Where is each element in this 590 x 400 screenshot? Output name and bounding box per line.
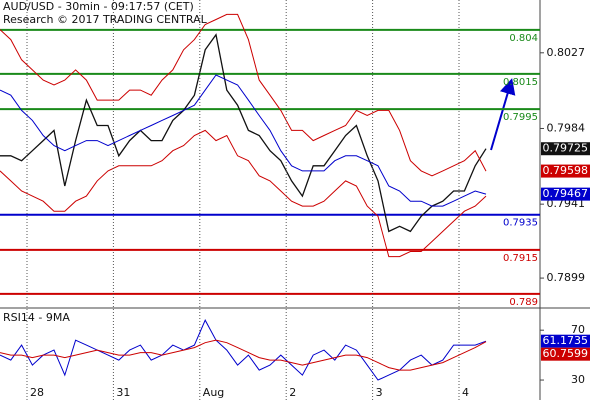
level-label: 0.804 [509, 33, 538, 44]
value-box [541, 334, 590, 348]
rsi-title: RSI14 - 9MA [3, 311, 70, 324]
value-box-label: 0.79467 [543, 187, 589, 200]
y-tick-label: 0.7899 [547, 271, 586, 284]
chart-subtitle: Research © 2017 TRADING CENTRAL [3, 13, 208, 26]
level-label: 0.8015 [503, 77, 538, 88]
level-label: 0.7915 [503, 253, 538, 264]
series-line [0, 33, 487, 233]
x-tick-label: 2 [289, 386, 296, 399]
level-label: 0.7995 [503, 112, 538, 123]
y-tick-label: 0.7984 [547, 121, 586, 134]
value-box [541, 347, 590, 361]
x-tick-label: 28 [30, 386, 44, 399]
series-line [0, 74, 487, 207]
x-tick-label: 31 [116, 386, 130, 399]
value-box-label: 60.7599 [543, 347, 589, 360]
y-tick-label: 30 [571, 373, 585, 386]
x-tick-label: 3 [376, 386, 383, 399]
level-label: 0.789 [509, 297, 538, 308]
series-line [0, 339, 487, 371]
value-box [541, 164, 590, 178]
series-line [0, 13, 487, 177]
x-tick-label: 4 [462, 386, 469, 399]
value-box [541, 142, 590, 156]
value-box-label: 0.79725 [543, 142, 589, 155]
level-label: 0.7935 [503, 218, 538, 229]
series-line [0, 129, 487, 258]
series-line [0, 319, 487, 381]
chart-title: AUD/USD - 30min - 09:17:57 (CET) [3, 0, 194, 13]
y-tick-label: 70 [571, 323, 585, 336]
value-box-label: 0.79598 [543, 164, 589, 177]
y-tick-label: 0.8027 [547, 46, 586, 59]
value-box-label: 61.1735 [543, 334, 589, 347]
x-tick-label: Aug [203, 386, 224, 399]
projection-arrow [490, 78, 516, 151]
value-box [541, 187, 590, 201]
